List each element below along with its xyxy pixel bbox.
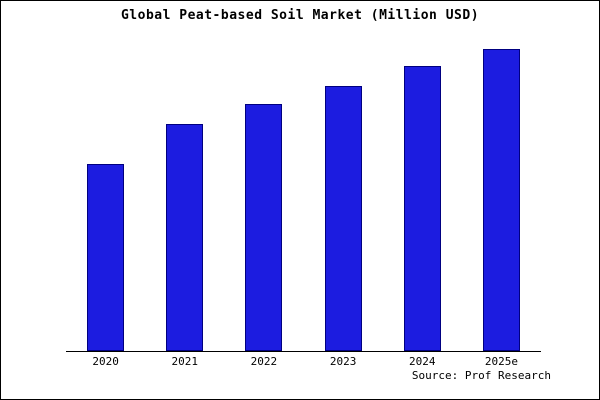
chart-title: Global Peat-based Soil Market (Million U…: [120, 8, 480, 23]
bar: [482, 49, 520, 351]
x-tick-label: 2024: [409, 355, 436, 368]
x-tick-label: 2023: [329, 355, 357, 368]
x-axis-labels: 2020 2021 2022 2023 2024 2025e: [66, 355, 541, 368]
bar: [324, 86, 362, 351]
bar-series: [66, 49, 541, 351]
x-tick-label: 2020: [92, 355, 119, 368]
source-label: Source: Prof Research: [411, 369, 551, 382]
bar: [245, 103, 283, 351]
bar: [403, 66, 441, 351]
x-tick-label: 2022: [250, 355, 278, 368]
x-tick-label: 2025e: [484, 355, 518, 368]
plot-area: [66, 49, 541, 352]
x-tick-label: 2021: [171, 355, 199, 368]
bar: [87, 164, 125, 351]
bar: [166, 123, 204, 351]
